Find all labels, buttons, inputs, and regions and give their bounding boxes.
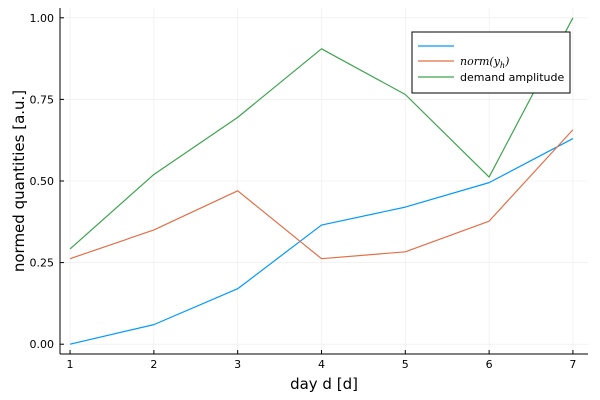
y-tick-label: 0.25 <box>30 257 55 270</box>
x-tick-label: 2 <box>150 358 157 371</box>
series-line-3 <box>69 17 574 250</box>
series-line-2 <box>69 129 574 260</box>
x-tick-label: 1 <box>67 358 74 371</box>
x-tick-label: 5 <box>402 358 409 371</box>
x-tick-label: 4 <box>318 358 325 371</box>
legend: norm(yh) demand amplitude <box>411 31 571 94</box>
y-axis-title: normed quantities [a.u.] <box>10 90 28 272</box>
legend-label-series-2: norm(yh) <box>460 55 509 70</box>
legend-box <box>411 31 571 94</box>
ticks: 1 2 3 4 5 6 7 0.00 0.25 0.50 0.75 1.00 <box>30 12 577 371</box>
x-axis-title: day d [d] <box>290 375 358 393</box>
x-tick-label: 3 <box>234 358 241 371</box>
x-tick-label: 6 <box>486 358 493 371</box>
y-tick-label: 0.50 <box>30 175 55 188</box>
x-tick-label: 7 <box>569 358 576 371</box>
series-lines <box>69 17 574 345</box>
series-line-1 <box>69 138 574 345</box>
legend-label-series-3: demand amplitude <box>460 71 564 84</box>
y-tick-label: 0.75 <box>30 93 55 106</box>
y-tick-label: 1.00 <box>30 12 55 25</box>
y-tick-label: 0.00 <box>30 338 55 351</box>
